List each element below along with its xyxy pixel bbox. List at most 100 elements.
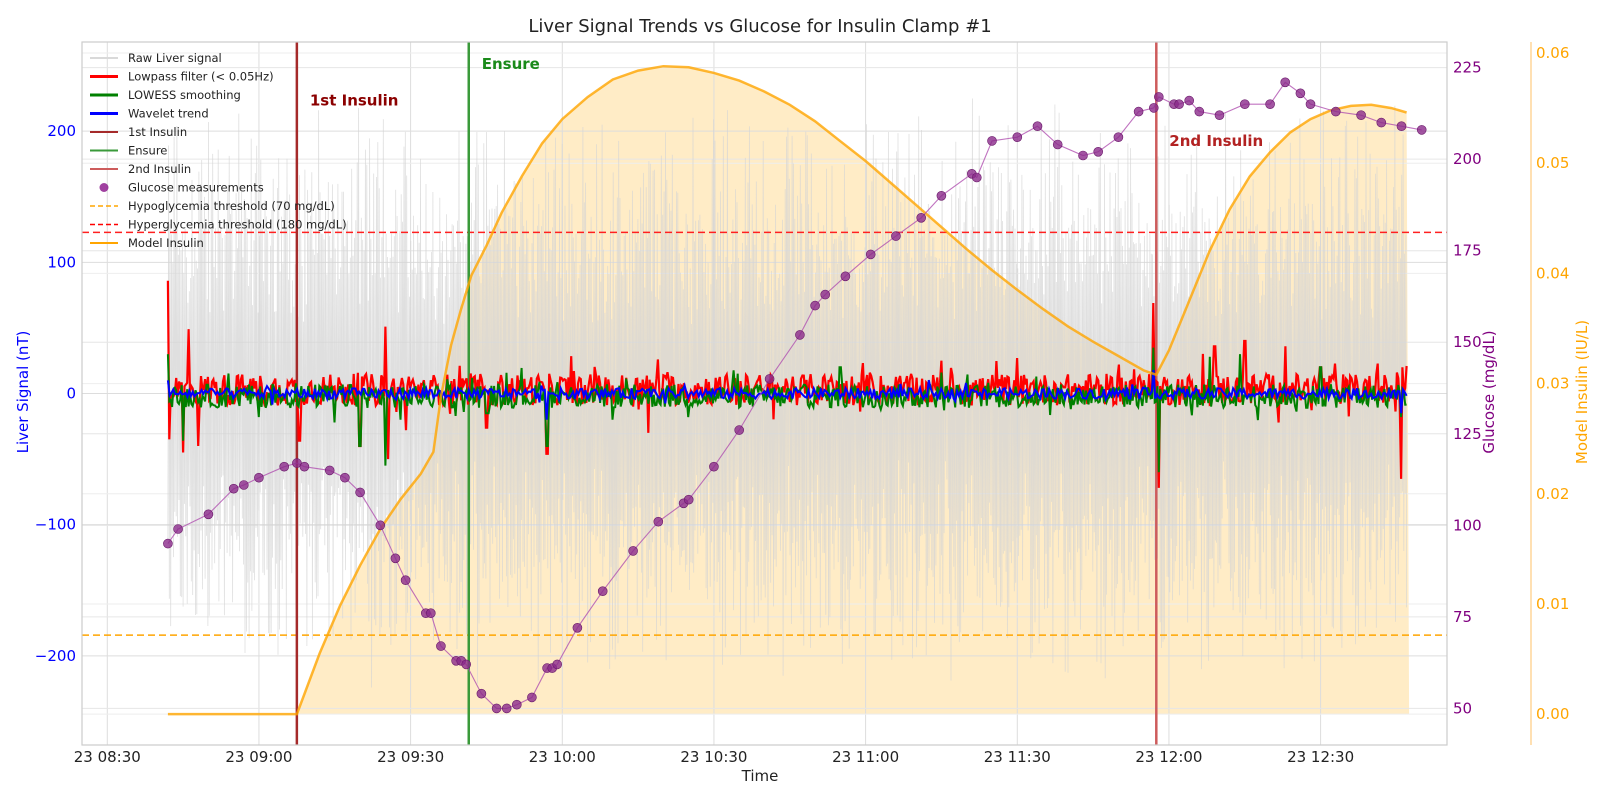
glucose-point [653,516,664,527]
glucose-point [628,546,638,556]
left-tick-label: −100 [35,516,76,534]
wavelet-trend-line [166,369,1408,420]
legend-label-lowess-smoothing: LOWESS smoothing [128,88,241,102]
plot-frame [81,41,1448,746]
glucose-point [572,622,583,633]
glucose-point [203,509,214,520]
raw-liver-signal-layer [167,98,1407,688]
glucose-tick-label: 100 [1453,516,1482,534]
glucose-point [491,703,502,714]
glucose-point [425,608,436,619]
legend-marker-glucose-measurements [99,183,109,192]
insulin-tick-label: 0.03 [1536,375,1569,393]
legend-label-model-insulin: Model Insulin [128,236,204,250]
legend-label-hyperglycemia-threshold-180-mg-dl: Hyperglycemia threshold (180 mg/dL) [128,218,347,232]
glucose-point [916,213,927,223]
glucose-point [254,472,264,483]
model-insulin-line [167,64,1407,716]
glucose-point [476,688,487,699]
left-tick-label: 200 [47,122,76,140]
legend-label-raw-liver-signal: Raw Liver signal [128,51,222,65]
insulin-tick-label: 0.02 [1536,485,1569,503]
legend-label-wavelet-trend: Wavelet trend [128,107,209,121]
glucose-point [1174,99,1184,109]
legend-label-ensure: Ensure [128,144,167,158]
glucose-point [375,520,386,531]
x-tick-label: 23 10:30 [680,748,747,766]
glucose-point [527,692,537,703]
glucose-tick-label: 225 [1453,59,1482,77]
insulin-tick-label: 0.06 [1536,44,1569,62]
insulin-tick-label: 0.04 [1536,264,1569,282]
glucose-point [820,289,831,300]
glucose-point [163,538,173,549]
left-axis-label: Liver Signal (nT) [14,331,32,454]
left-tick-label: −200 [35,647,76,665]
glucose-point [1214,110,1225,120]
glucose-point [891,231,901,241]
glucose-point [1265,99,1275,109]
left-tick-label: 0 [66,385,76,403]
x-axis-label: Time [741,767,779,785]
glucose-point [683,494,694,505]
model-insulin-layer [167,64,1407,716]
glucose-point [324,465,335,476]
glucose-axis-label: Glucose (mg/dL) [1480,330,1498,453]
glucose-point [390,553,401,564]
glucose-tick-label: 50 [1453,699,1472,717]
x-tick-label: 23 09:00 [225,748,292,766]
glucose-point [1305,99,1316,109]
glucose-point [436,641,446,651]
glucose-point [299,461,310,472]
glucose-point [340,472,350,483]
x-tick-label: 23 11:30 [984,748,1051,766]
insulin-tick-label: 0.00 [1536,705,1569,723]
glucose-measurements-layer [163,77,1427,714]
glucose-point [1154,92,1164,102]
x-tick-label: 23 11:00 [832,748,899,766]
glucose-point [1184,95,1194,106]
x-tick-label: 23 12:00 [1135,748,1202,766]
glucose-point [552,659,563,670]
glucose-point [597,586,608,597]
glucose-point [1032,121,1043,131]
glucose-point [173,524,183,534]
1st-insulin-event-label: 1st Insulin [310,92,399,110]
ensure-event-label: Ensure [482,55,540,73]
glucose-point [1396,121,1407,131]
glucose-point [1052,139,1063,150]
glucose-point [279,461,290,472]
insulin-tick-label: 0.05 [1536,154,1569,172]
glucose-point [228,483,239,494]
lowess-smoothing-line [166,347,1407,473]
glucose-point [936,191,947,201]
insulin-tick-label: 0.01 [1536,595,1569,613]
glucose-point [511,699,522,710]
2nd-insulin-event-label: 2nd Insulin [1169,132,1263,150]
glucose-point [1356,110,1366,120]
glucose-point [1113,132,1124,142]
legend-label-1st-insulin: 1st Insulin [128,125,187,139]
glucose-tick-label: 200 [1453,150,1482,168]
glucose-point [1295,88,1306,99]
glucose-point [971,172,982,183]
glucose-point [1078,150,1088,161]
wavelet-trend-layer [166,369,1408,420]
glucose-tick-label: 75 [1453,608,1472,626]
glucose-point [764,374,775,384]
glucose-point [1133,106,1144,117]
glucose-point [840,271,851,282]
glucose-point [1416,125,1427,135]
glucose-point [1093,147,1103,157]
glucose-point [865,249,876,260]
glucose-point [709,461,719,472]
axes-layer: 23 08:30 23 09:00 23 09:30 23 10:00 23 10:30… [35,41,1569,766]
glucose-point [987,136,997,146]
glucose-point [1376,117,1387,128]
glucose-point [1331,106,1341,117]
glucose-tick-label: 175 [1453,242,1482,260]
legend-label-hypoglycemia-threshold-70-mg-dl: Hypoglycemia threshold (70 mg/dL) [128,199,335,213]
raw-liver-signal [167,98,1407,688]
legend: Raw Liver signal Lowpass filter (< 0.05Hz… [90,51,347,250]
